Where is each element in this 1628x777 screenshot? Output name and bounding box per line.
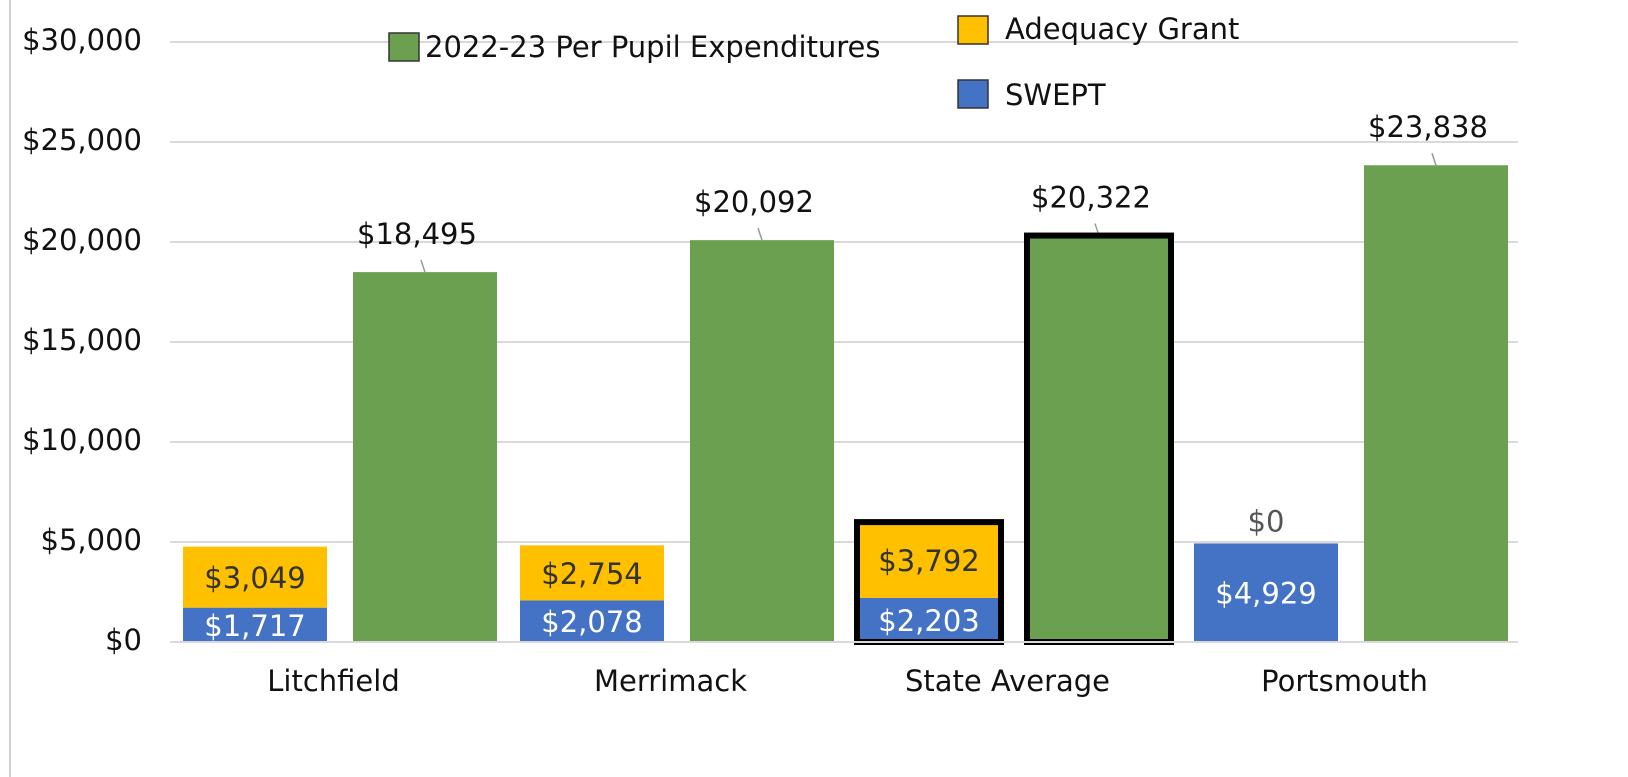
data-label: $4,929 bbox=[1215, 577, 1316, 611]
bar bbox=[353, 272, 497, 642]
data-label: $23,838 bbox=[1368, 110, 1488, 144]
y-tick-label: $10,000 bbox=[22, 423, 142, 457]
y-tick-label: $30,000 bbox=[22, 23, 142, 57]
data-label: $3,792 bbox=[878, 544, 979, 578]
bar bbox=[857, 597, 1001, 642]
frame bbox=[9, 0, 11, 777]
y-tick-label: $0 bbox=[105, 623, 142, 657]
bar bbox=[1027, 235, 1171, 642]
data-label: $20,092 bbox=[694, 185, 814, 219]
x-tick-label: Merrimack bbox=[594, 664, 747, 698]
x-tick-label: Litchfield bbox=[267, 664, 399, 698]
bar bbox=[520, 600, 664, 642]
leader-line bbox=[1431, 153, 1437, 166]
bar bbox=[1364, 165, 1508, 643]
x-tick-label: Portsmouth bbox=[1261, 664, 1428, 698]
data-label: $2,203 bbox=[878, 604, 979, 638]
y-tick-label: $20,000 bbox=[22, 223, 142, 257]
x-tick-label: State Average bbox=[905, 664, 1110, 698]
bar bbox=[857, 522, 1001, 598]
y-tick-label: $15,000 bbox=[22, 323, 142, 357]
data-label: $1,717 bbox=[204, 609, 305, 643]
bar bbox=[520, 545, 664, 601]
bar bbox=[183, 607, 327, 642]
legend-swatch bbox=[957, 79, 989, 109]
y-tick-label: $5,000 bbox=[41, 523, 142, 557]
data-label: $20,322 bbox=[1031, 181, 1151, 215]
legend-label: 2022-23 Per Pupil Expenditures bbox=[425, 30, 881, 64]
bar bbox=[183, 546, 327, 608]
legend-label: SWEPT bbox=[1005, 78, 1106, 112]
data-label: $0 bbox=[1248, 504, 1285, 538]
data-label: $2,754 bbox=[541, 557, 642, 591]
leader-line bbox=[757, 227, 763, 241]
leader-line bbox=[420, 259, 426, 273]
y-tick-label: $25,000 bbox=[22, 123, 142, 157]
bar bbox=[690, 240, 834, 642]
legend-swatch bbox=[957, 15, 989, 45]
data-label: $2,078 bbox=[541, 605, 642, 639]
legend-swatch bbox=[388, 32, 420, 62]
bar bbox=[1194, 543, 1338, 642]
data-label: $18,495 bbox=[357, 217, 477, 251]
data-label: $3,049 bbox=[204, 561, 305, 595]
legend-label: Adequacy Grant bbox=[1005, 12, 1239, 46]
